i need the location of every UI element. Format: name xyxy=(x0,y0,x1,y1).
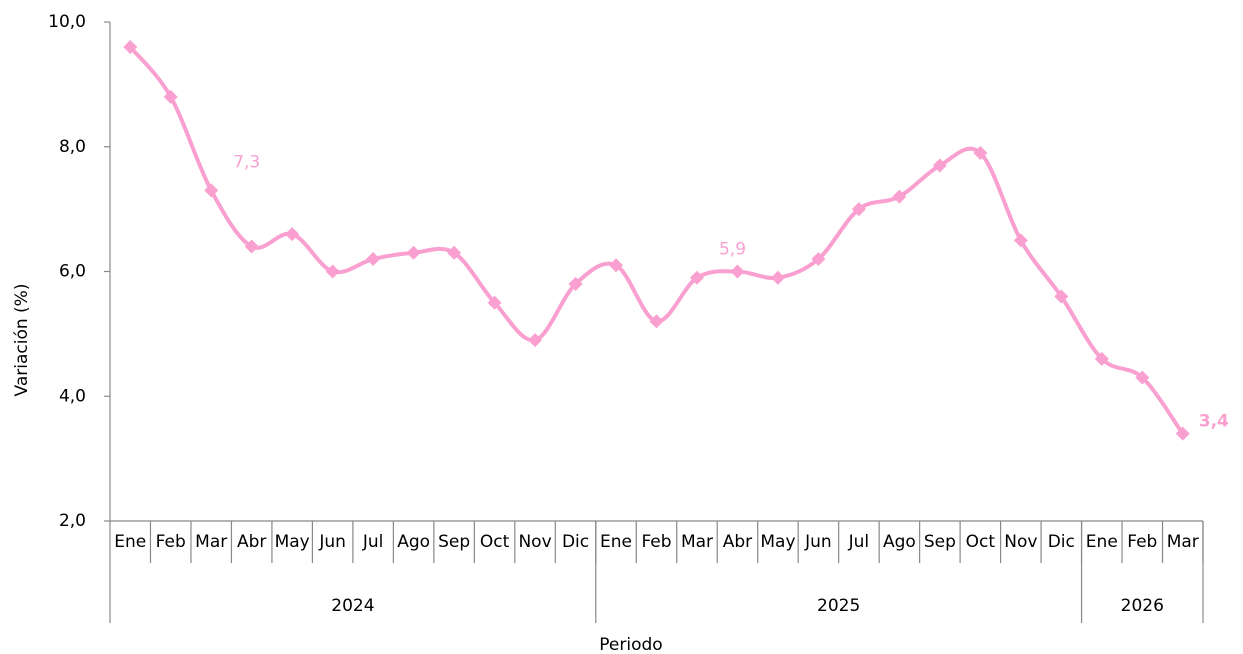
marker xyxy=(285,227,300,242)
marker xyxy=(1175,426,1190,441)
marker xyxy=(892,189,907,204)
x-group-label: 2024 xyxy=(331,596,374,616)
marker xyxy=(1013,233,1028,248)
x-tick-label: Ene xyxy=(1086,532,1118,552)
x-axis-label: Periodo xyxy=(599,635,662,654)
marker xyxy=(366,252,381,267)
marker xyxy=(609,258,624,273)
marker xyxy=(487,295,502,310)
marker xyxy=(649,314,664,329)
x-tick-label: Abr xyxy=(723,532,752,552)
x-tick-label: May xyxy=(760,532,795,552)
x-tick-label: Dic xyxy=(562,532,589,552)
marker xyxy=(163,89,178,104)
x-tick-label: Feb xyxy=(156,532,186,552)
x-tick-label: Jul xyxy=(362,532,384,552)
x-tick-label: Feb xyxy=(641,532,671,552)
data-label: 7,3 xyxy=(233,152,260,172)
x-tick-label: Jun xyxy=(804,532,832,552)
data-label: 3,4 xyxy=(1199,412,1229,432)
x-group-label: 2026 xyxy=(1121,596,1164,616)
marker xyxy=(973,145,988,160)
x-tick-label: Sep xyxy=(924,532,956,552)
marker xyxy=(568,276,583,291)
y-tick-label: 2,0 xyxy=(59,511,86,531)
marker xyxy=(851,202,866,217)
marker xyxy=(730,264,745,279)
marker xyxy=(447,245,462,260)
marker xyxy=(528,333,543,348)
marker xyxy=(204,183,219,198)
marker xyxy=(689,270,704,285)
x-tick-label: Mar xyxy=(1167,532,1199,552)
x-tick-label: Feb xyxy=(1127,532,1157,552)
x-tick-label: Oct xyxy=(480,532,510,552)
y-tick-label: 4,0 xyxy=(59,386,86,406)
x-tick-label: Nov xyxy=(518,532,551,552)
x-tick-label: Jun xyxy=(318,532,346,552)
x-tick-label: Ene xyxy=(114,532,146,552)
x-tick-label: Jul xyxy=(848,532,870,552)
x-tick-label: Ago xyxy=(883,532,916,552)
marker xyxy=(1094,351,1109,366)
y-tick-label: 6,0 xyxy=(59,262,86,282)
y-axis-label: Variación (%) xyxy=(12,284,32,397)
x-tick-label: Mar xyxy=(195,532,227,552)
y-tick-label: 8,0 xyxy=(59,137,86,157)
x-tick-label: Oct xyxy=(966,532,996,552)
x-tick-label: Sep xyxy=(438,532,470,552)
marker xyxy=(1054,289,1069,304)
x-tick-label: Mar xyxy=(681,532,713,552)
marker xyxy=(406,245,421,260)
y-tick-label: 10,0 xyxy=(48,12,86,32)
marker xyxy=(325,264,340,279)
x-tick-label: May xyxy=(275,532,310,552)
marker xyxy=(770,270,785,285)
x-tick-label: Ene xyxy=(600,532,632,552)
x-tick-label: Abr xyxy=(237,532,266,552)
marker xyxy=(811,252,826,267)
marker xyxy=(932,158,947,173)
marker xyxy=(244,239,259,254)
x-group-label: 2025 xyxy=(817,596,860,616)
marker xyxy=(123,39,138,54)
x-tick-label: Nov xyxy=(1004,532,1037,552)
x-tick-label: Dic xyxy=(1048,532,1075,552)
x-tick-label: Ago xyxy=(397,532,430,552)
marker xyxy=(1135,370,1150,385)
data-label: 5,9 xyxy=(719,240,746,260)
